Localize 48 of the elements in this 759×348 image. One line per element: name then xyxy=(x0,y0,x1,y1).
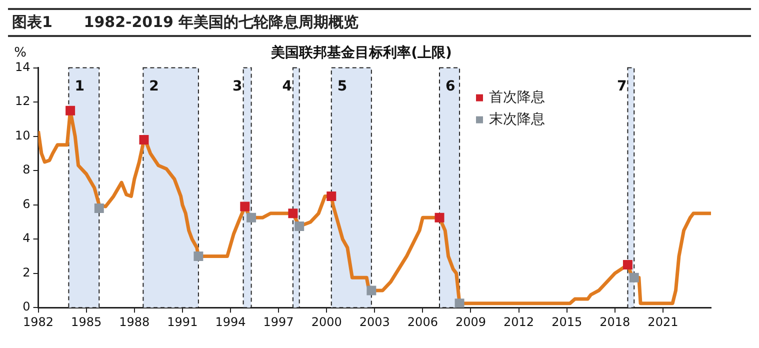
x-tick-label: 1988 xyxy=(119,314,150,329)
point xyxy=(246,212,256,222)
y-tick-label: 0 xyxy=(22,300,30,314)
point xyxy=(139,135,149,144)
x-tick-label: 1982 xyxy=(22,314,54,329)
legend-label: 首次降息 xyxy=(489,89,545,106)
y-tick-label: 2 xyxy=(22,265,30,280)
point xyxy=(629,272,639,282)
x-tick-label: 2000 xyxy=(311,314,342,329)
y-axis-title: % xyxy=(14,46,26,61)
y-tick-label: 8 xyxy=(22,162,30,177)
band-label: 4 xyxy=(282,78,292,94)
x-tick-label: 2021 xyxy=(648,314,678,329)
y-tick-label: 10 xyxy=(14,128,30,142)
chart-subtitle: 美国联邦基金目标利率(上限) xyxy=(270,44,452,62)
y-tick-label: 14 xyxy=(14,60,30,74)
band-label: 7 xyxy=(616,78,627,94)
band-label: 2 xyxy=(149,78,159,94)
x-tick-label: 1997 xyxy=(263,314,294,329)
x-tick-label: 2003 xyxy=(359,314,390,329)
x-tick-label: 2009 xyxy=(455,314,486,329)
point xyxy=(66,106,76,116)
point xyxy=(326,192,336,202)
point xyxy=(240,202,250,212)
legend-label: 末次降息 xyxy=(489,111,545,128)
y-tick-label: 4 xyxy=(22,231,30,246)
point xyxy=(366,286,376,296)
point xyxy=(622,260,632,270)
chart-title: 图表1 1982-2019 年美国的七轮降息周期概览 xyxy=(8,8,751,37)
x-tick-label: 2012 xyxy=(504,314,534,329)
band-label: 1 xyxy=(74,78,84,94)
x-tick-label: 1994 xyxy=(215,314,246,329)
band-label: 6 xyxy=(446,78,456,94)
band-label: 3 xyxy=(232,78,242,94)
point xyxy=(194,251,204,261)
x-tick-label: 1985 xyxy=(71,314,102,329)
y-tick-label: 12 xyxy=(14,94,30,108)
point xyxy=(294,221,304,231)
x-tick-label: 2006 xyxy=(407,314,438,329)
point xyxy=(288,208,298,218)
x-tick-label: 2018 xyxy=(600,314,630,329)
y-tick-label: 6 xyxy=(22,196,30,211)
point xyxy=(434,212,444,222)
x-tick-label: 2015 xyxy=(552,314,582,329)
point xyxy=(454,298,464,308)
point xyxy=(94,204,104,213)
x-tick-label: 1991 xyxy=(167,314,198,329)
band-label: 5 xyxy=(337,78,348,94)
